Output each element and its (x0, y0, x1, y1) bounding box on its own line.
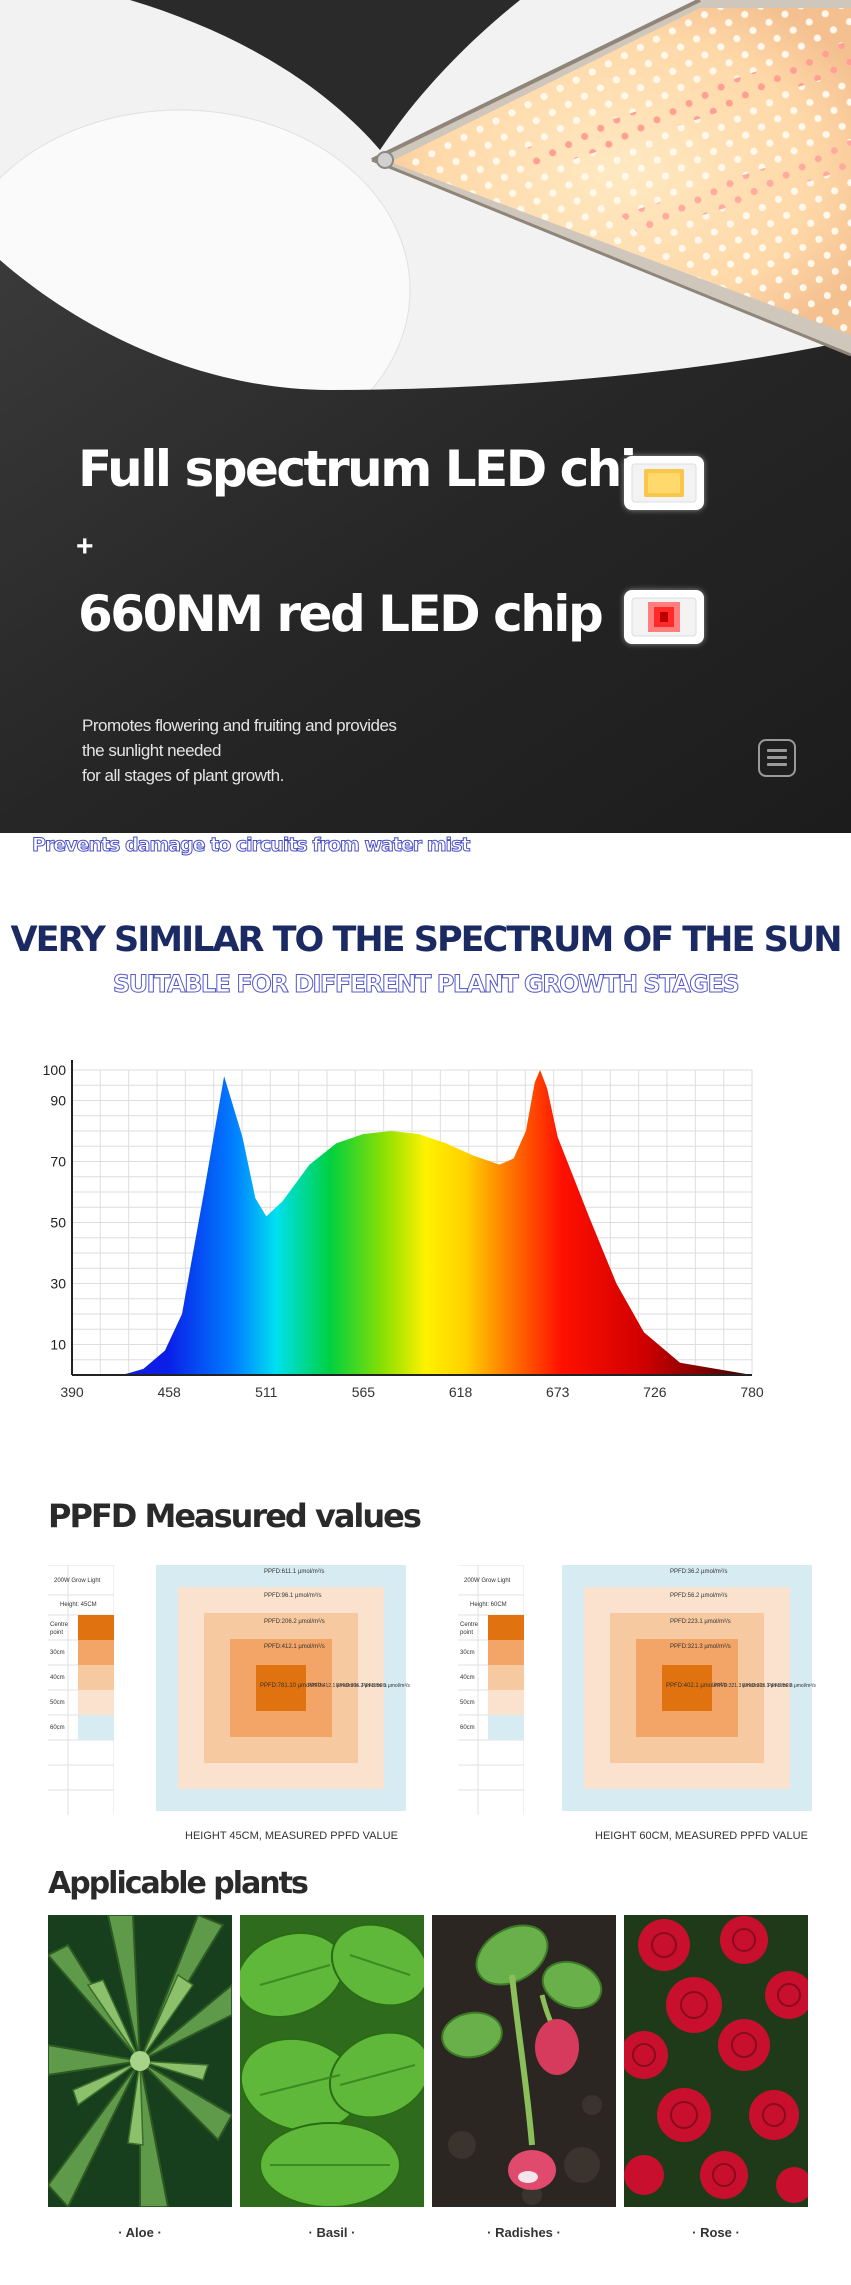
ppfd-value: PPFD:96.1 µmol/m²/s (264, 1593, 322, 1599)
plus-sign: + (76, 530, 94, 563)
plant-label-basil: · Basil · (308, 2225, 356, 2240)
y-ticks: 10 30 50 70 90 100 (43, 1062, 67, 1353)
table-row-label: 40cm (460, 1675, 475, 1681)
y-tick-label: 10 (50, 1337, 66, 1353)
table-height: Height: 45CM (60, 1602, 97, 1608)
spectrum-subheading: SUITABLE FOR DIFFERENT PLANT GROWTH STAG… (112, 970, 740, 999)
plant-label-radishes: · Radishes · (487, 2225, 561, 2240)
table-row-label: 30cm (50, 1650, 65, 1656)
hero-banner: Full spectrum LED chip + 660NM red LED c… (0, 0, 851, 833)
ppfd-title: PPFD Measured values (48, 1497, 422, 1535)
rose-image (624, 1915, 808, 2207)
ppfd-value: PPFD:56.2 µmol/m²/s (670, 1593, 728, 1599)
ppfd-value: PPFD:402.1 µmol/m²/s (666, 1683, 727, 1689)
ppfd-side-value: PPFD:206.2 µmol/m²/s (336, 1683, 387, 1689)
ppfd-caption-left: HEIGHT 45CM, MEASURED PPFD VALUE (185, 1830, 398, 1842)
ppfd-table-left: 200W Grow Light Height: 45CM Centre poin… (48, 1565, 114, 1815)
hero-title-full-spectrum: Full spectrum LED chip (78, 440, 670, 498)
x-ticks: 390 458 511 565 618 673 726 780 (60, 1384, 764, 1400)
desc-line: the sunlight needed (82, 741, 221, 760)
ppfd-side-value: PPFD:321.3 µmol/m²/s (714, 1683, 765, 1689)
ppfd-side-value: PPFD:223.1 µmol/m²/s (742, 1683, 793, 1689)
ppfd-grid-right: PPFD:36.2 µmol/m²/s PPFD:56.2 µmol/m²/s … (562, 1565, 816, 1811)
table-title: 200W Grow Light (54, 1578, 101, 1584)
basil-image (240, 1915, 424, 2207)
desc-line: for all stages of plant growth. (82, 766, 284, 785)
ppfd-value: PPFD:321.3 µmol/m²/s (670, 1644, 731, 1650)
y-tick-label: 50 (50, 1215, 66, 1231)
table-title: 200W Grow Light (464, 1578, 511, 1584)
hero-description: Promotes flowering and fruiting and prov… (82, 713, 397, 788)
ppfd-value: PPFD:611.1 µmol/m²/s (264, 1569, 325, 1575)
table-row-label: Centre point (50, 1622, 69, 1636)
x-tick-label: 618 (449, 1384, 473, 1400)
ppfd-center (256, 1665, 306, 1711)
table-row-label: 60cm (50, 1725, 65, 1731)
table-row-label: 50cm (50, 1700, 65, 1706)
ppfd-center (662, 1665, 712, 1711)
ppfd-side-value: PPFD:96.1 µmol/m²/s (362, 1683, 410, 1689)
x-tick-label: 726 (643, 1384, 667, 1400)
menu-icon[interactable] (758, 739, 796, 777)
spectrum-heading: VERY SIMILAR TO THE SPECTRUM OF THE SUN (10, 920, 843, 960)
ppfd-value: PPFD:412.1 µmol/m²/s (264, 1644, 325, 1650)
y-tick-label: 30 (50, 1276, 66, 1292)
table-row-label: 30cm (460, 1650, 475, 1656)
ppfd-table-right: 200W Grow Light Height: 60CM Centre poin… (458, 1565, 524, 1815)
spectrum-chart: 10 30 50 70 90 100 390 458 511 565 618 673 726 780 (43, 1060, 764, 1400)
chart-axes (71, 1060, 752, 1376)
table-row-label: 40cm (50, 1675, 65, 1681)
x-tick-label: 565 (352, 1384, 376, 1400)
x-tick-label: 673 (546, 1384, 570, 1400)
y-tick-label: 70 (50, 1154, 66, 1170)
ppfd-value: PPFD:223.1 µmol/m²/s (670, 1619, 731, 1625)
water-mist-text: Prevents damage to circuits from water m… (31, 834, 470, 857)
ppfd-value: PPFD:206.2 µmol/m²/s (264, 1619, 325, 1625)
table-row-label: 60cm (460, 1725, 475, 1731)
ppfd-caption-right: HEIGHT 60CM, MEASURED PPFD VALUE (595, 1830, 808, 1842)
x-tick-label: 390 (60, 1384, 84, 1400)
ppfd-side-value: PPFD:56.2 µmol/m²/s (768, 1683, 816, 1689)
x-tick-label: 780 (740, 1384, 764, 1400)
table-height: Height: 60CM (470, 1602, 507, 1608)
plants-title: Applicable plants (48, 1866, 309, 1901)
desc-line: Promotes flowering and fruiting and prov… (82, 716, 397, 735)
x-tick-label: 458 (157, 1384, 181, 1400)
white-led-chip-icon (624, 456, 704, 510)
red-led-chip-icon (624, 590, 704, 644)
ppfd-side-value: PPFD:412.1 µmol/m²/s (308, 1683, 359, 1689)
hero-title-red-chip: 660NM red LED chip (78, 585, 604, 643)
ppfd-value: PPFD:36.2 µmol/m²/s (670, 1569, 728, 1575)
hero-background (0, 0, 851, 833)
radishes-image (432, 1915, 616, 2207)
plant-label-aloe: · Aloe · (118, 2225, 162, 2240)
aloe-image (48, 1915, 232, 2207)
y-tick-label: 90 (50, 1093, 66, 1109)
ppfd-value: PPFD:781.10 µmol/m²/s (260, 1683, 325, 1689)
table-row-label: Centre point (460, 1622, 479, 1636)
y-tick-label: 100 (43, 1062, 67, 1078)
spectrum-area (72, 1070, 752, 1375)
table-row-label: 50cm (460, 1700, 475, 1706)
plant-label-rose: · Rose · (692, 2225, 740, 2240)
x-tick-label: 511 (255, 1384, 278, 1400)
led-panel-image (371, 0, 851, 357)
ppfd-grid-left: PPFD:611.1 µmol/m²/s PPFD:96.1 µmol/m²/s… (156, 1565, 410, 1811)
